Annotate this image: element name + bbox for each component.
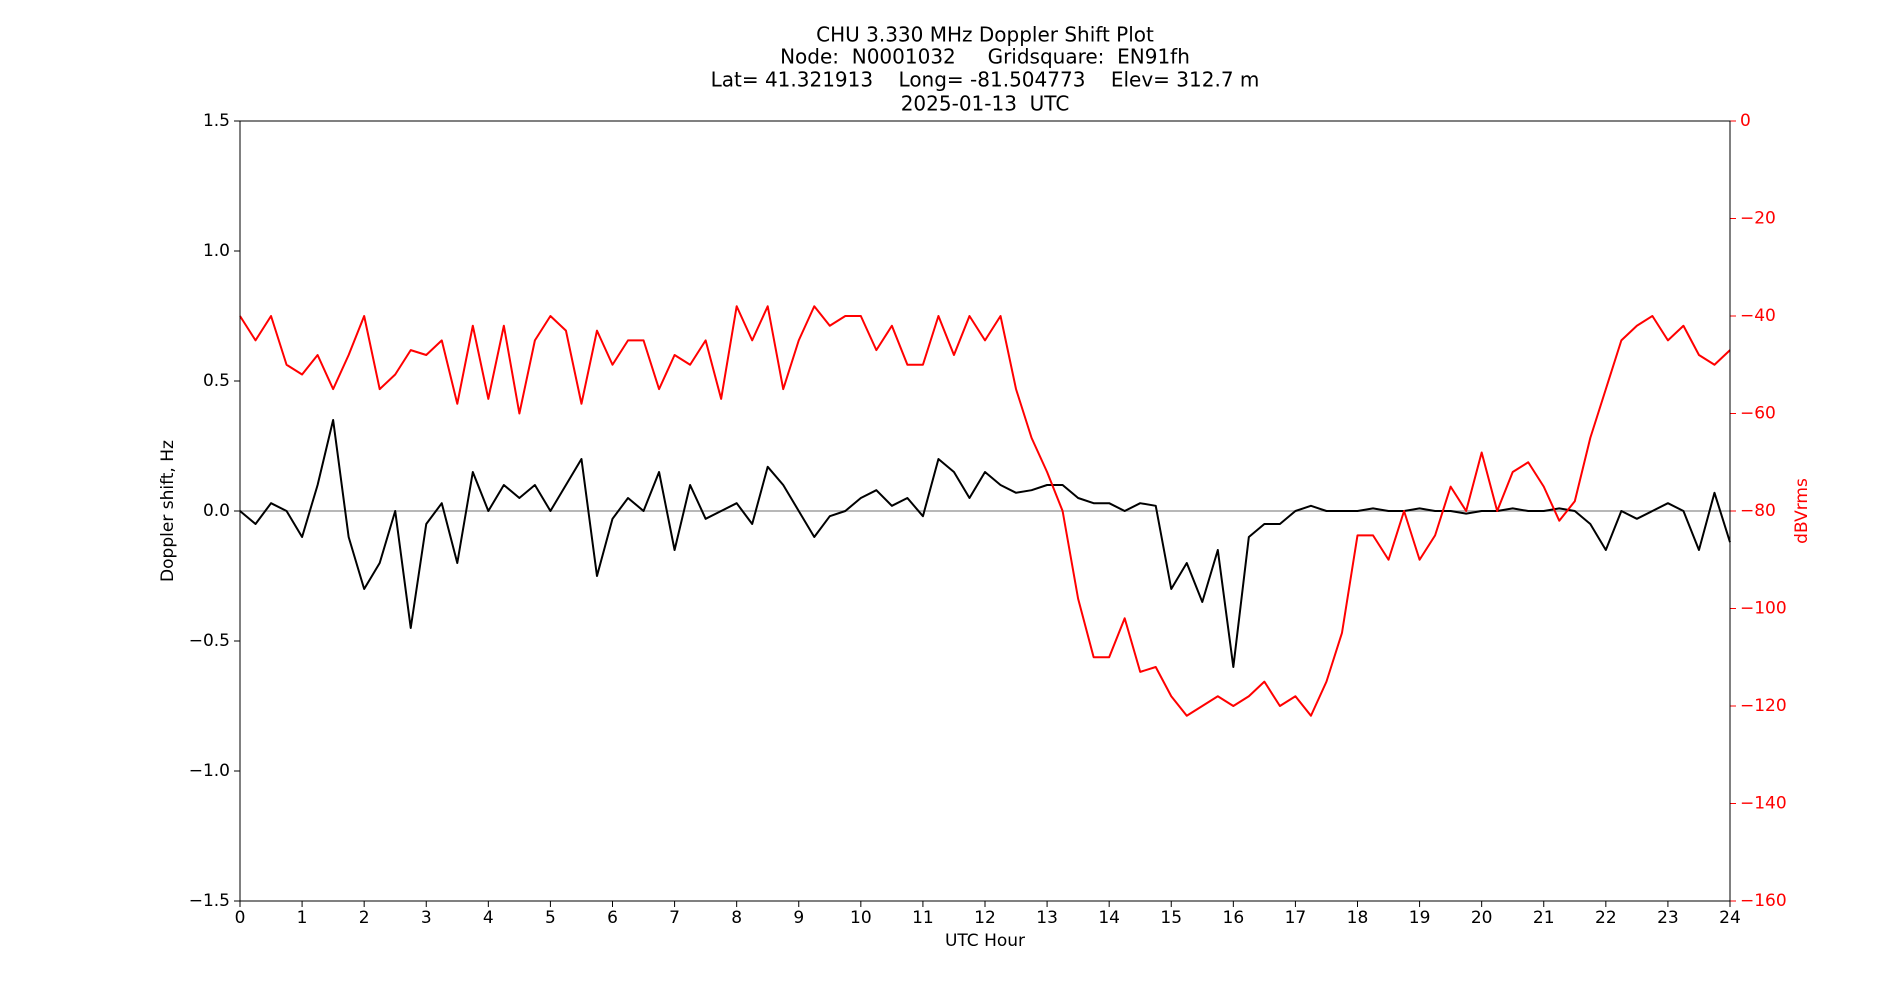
data-line <box>239 419 1731 668</box>
x-tick-label: 8 <box>731 908 742 928</box>
x-tick-label: 4 <box>483 908 494 928</box>
x-tick-label: 16 <box>1223 908 1245 928</box>
y-tick-label: −0.5 <box>189 631 230 651</box>
y2-tick-label: −20 <box>1740 209 1776 229</box>
subtitle: Node: N0001032 Gridsquare: EN91fh <box>780 45 1190 69</box>
x-tick-label: 15 <box>1160 908 1182 928</box>
plot-frame <box>239 120 1731 902</box>
y-tick-label: 0.5 <box>203 371 230 391</box>
x-tick-label: 19 <box>1409 908 1431 928</box>
x-tick-label: 6 <box>607 908 618 928</box>
y-tick-label: −1.0 <box>189 761 230 781</box>
x-tick-label: 5 <box>545 908 556 928</box>
x-tick-label: 12 <box>974 908 996 928</box>
y2-tick-label: −120 <box>1740 696 1787 716</box>
x-tick-label: 1 <box>297 908 308 928</box>
x-tick-label: 23 <box>1657 908 1679 928</box>
y2-axis-label: dBVrms <box>1792 478 1812 544</box>
y2-tick-label: −40 <box>1740 306 1776 326</box>
y2-tick-label: −140 <box>1740 794 1787 814</box>
subtitle: 2025-01-13 UTC <box>901 92 1070 116</box>
y2-tick-label: −80 <box>1740 501 1776 521</box>
y-tick-label: −1.5 <box>189 891 230 911</box>
x-tick-label: 3 <box>421 908 432 928</box>
x-tick-label: 18 <box>1347 908 1369 928</box>
x-tick-label: 11 <box>912 908 934 928</box>
x-tick-label: 20 <box>1471 908 1493 928</box>
x-tick-label: 2 <box>359 908 370 928</box>
x-tick-label: 24 <box>1719 908 1741 928</box>
x-axis-label: UTC Hour <box>945 931 1025 951</box>
x-tick-label: 14 <box>1098 908 1120 928</box>
y2-tick-label: −160 <box>1740 891 1787 911</box>
x-tick-label: 0 <box>235 908 246 928</box>
y2-tick-label: −60 <box>1740 404 1776 424</box>
y-tick-label: 1.0 <box>203 241 230 261</box>
x-tick-label: 9 <box>793 908 804 928</box>
x-tick-label: 10 <box>850 908 872 928</box>
x-tick-label: 22 <box>1595 908 1617 928</box>
data-line <box>239 305 1731 717</box>
y-tick-label: 1.5 <box>203 111 230 131</box>
y2-tick-label: 0 <box>1740 111 1751 131</box>
chart-title: CHU 3.330 MHz Doppler Shift Plot <box>816 23 1154 47</box>
y2-tick-label: −100 <box>1740 599 1787 619</box>
y-tick-label: 0.0 <box>203 501 230 521</box>
x-tick-label: 13 <box>1036 908 1058 928</box>
x-tick-label: 21 <box>1533 908 1555 928</box>
subtitle: Lat= 41.321913 Long= -81.504773 Elev= 31… <box>711 68 1260 92</box>
y-axis-label: Doppler shift, Hz <box>158 440 178 582</box>
x-tick-label: 17 <box>1285 908 1307 928</box>
x-tick-label: 7 <box>669 908 680 928</box>
